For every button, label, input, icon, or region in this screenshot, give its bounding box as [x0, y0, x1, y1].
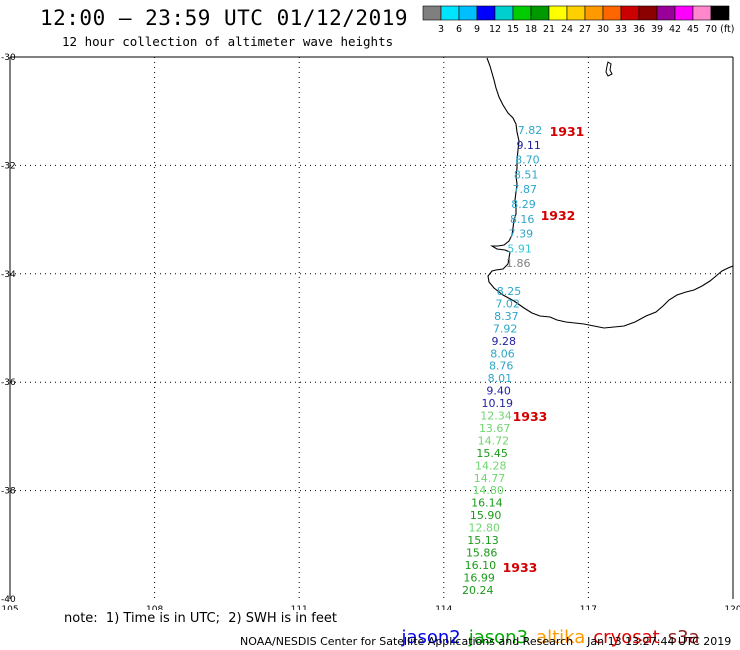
latitude-label: -32: [1, 161, 16, 171]
legend-jason2: jason2: [401, 627, 461, 648]
latitude-label: -38: [1, 487, 16, 497]
wave-height-value: 8.16: [510, 213, 535, 226]
wave-height-value: 9.28: [492, 335, 517, 348]
wave-height-value: 8.37: [494, 310, 519, 323]
colorbar-label: 45: [687, 24, 699, 35]
credit-text: NOAA/NESDIS Center for Satellite Applica…: [240, 635, 574, 648]
satellite-legend: jason2 jason3 altika cryosat s3a: [390, 606, 708, 648]
colorbar-label: 33: [615, 24, 627, 35]
latitude-label: -34: [1, 270, 16, 280]
wave-height-value: 7.82: [518, 124, 543, 137]
colorbar-label: 18: [525, 24, 537, 35]
longitude-label: 114: [435, 605, 452, 610]
satellite-track: 7.82 9.11 8.708.51 7.87 8.29 8.16 7.395.91 1.86…: [462, 124, 542, 597]
longitude-label: 108: [146, 605, 163, 610]
pass-time-label: 1932: [541, 208, 576, 223]
wave-height-value: 8.51: [514, 168, 539, 181]
wave-height-value: 1.86: [506, 257, 531, 270]
pass-time-label: 1933: [503, 560, 538, 575]
credit-line: NOAA/NESDIS Center for Satellite Applica…: [240, 635, 731, 648]
colorbar-label: 12: [489, 24, 501, 35]
wave-height-map: 105 108 111 114 117 120 -30 -32 -34 -36 -38 -40 7.8…: [1, 53, 740, 610]
color-scale-legend: 3 6 9 12 15 18 21 24 27 30 33 36 39 42 45 70 (ft): [422, 5, 734, 35]
colorbar-label: 36: [633, 24, 645, 35]
wave-height-value: 5.91: [507, 242, 532, 255]
wave-height-value: 8.29: [511, 198, 536, 211]
colorbar-label: 6: [456, 24, 462, 35]
map-frame: [9, 56, 734, 599]
legend-altika: altika: [536, 627, 586, 648]
pass-time-labels: 1931 1932 1933 1933: [503, 124, 585, 575]
colorbar-label: 27: [579, 24, 591, 35]
colorbar-label: 9: [474, 24, 480, 35]
latitude-label: -30: [1, 53, 16, 63]
legend-s3a: s3a: [667, 627, 700, 648]
wave-height-value: 10.19: [482, 397, 514, 410]
graticule: 105 108 111 114 117 120 -30 -32 -34 -36 -38 -40: [1, 53, 740, 610]
longitude-label: 111: [291, 605, 308, 610]
wave-height-value: 15.86: [466, 546, 498, 559]
wave-height-value: 8.70: [515, 154, 540, 167]
pass-time-label: 1931: [550, 124, 585, 139]
colorbar-swatch: [710, 5, 730, 21]
wave-height-value: 20.24: [462, 584, 494, 597]
wave-height-value: 7.87: [513, 183, 538, 196]
wave-height-value: 7.02: [495, 297, 520, 310]
wave-height-value: 15.13: [467, 534, 499, 547]
latitude-label: -36: [1, 378, 16, 388]
wave-height-value: 7.39: [509, 228, 534, 241]
wave-height-value: 15.90: [470, 509, 502, 522]
wave-height-value: 9.40: [486, 385, 511, 398]
colorbar-label: 70 (ft): [705, 24, 734, 35]
longitude-label: 105: [1, 605, 18, 610]
coastline: [486, 57, 734, 329]
colorbar-label: 39: [651, 24, 663, 35]
footnote: note: 1) Time is in UTC; 2) SWH is in fe…: [64, 611, 337, 626]
wave-height-value: 8.76: [489, 360, 514, 373]
legend-jason3: jason3: [468, 627, 529, 648]
colorbar-label: 30: [597, 24, 609, 35]
colorbar-label: 42: [669, 24, 681, 35]
map-title: 12:00 – 23:59 UTC 01/12/2019: [40, 6, 409, 30]
island-outline: [605, 61, 613, 77]
map-subtitle: 12 hour collection of altimeter wave hei…: [62, 34, 394, 49]
wave-height-value: 12.34: [480, 410, 512, 423]
generated-timestamp: Jan 13 13:27:44 UTC 2019: [587, 635, 732, 648]
wave-height-value: 8.06: [490, 347, 515, 360]
legend-cryosat: cryosat: [593, 627, 660, 648]
wave-height-value: 16.10: [465, 559, 497, 572]
colorbar-label: 21: [543, 24, 555, 35]
wave-height-value: 15.45: [476, 447, 508, 460]
longitude-label: 117: [580, 605, 597, 610]
wave-height-value: 14.80: [472, 484, 504, 497]
wave-height-value: 16.99: [463, 571, 495, 584]
australia-west-coast: [486, 57, 734, 329]
wave-height-value: 9.11: [516, 139, 541, 152]
wave-height-value: 12.80: [469, 522, 501, 535]
wave-height-value: 16.14: [471, 497, 503, 510]
colorbar-label: 24: [561, 24, 573, 35]
wave-height-value: 7.92: [493, 322, 518, 335]
latitude-label: -40: [1, 595, 16, 605]
wave-height-value: 14.77: [474, 472, 506, 485]
colorbar-label: 15: [507, 24, 519, 35]
wave-height-value: 14.72: [478, 434, 510, 447]
wave-height-value: 13.67: [479, 422, 511, 435]
wave-height-value: 8.25: [497, 285, 522, 298]
colorbar-label: 3: [438, 24, 444, 35]
wave-height-value: 8.01: [488, 372, 513, 385]
longitude-label: 120: [724, 605, 740, 610]
wave-height-value: 14.28: [475, 459, 507, 472]
pass-time-label: 1933: [513, 409, 548, 424]
